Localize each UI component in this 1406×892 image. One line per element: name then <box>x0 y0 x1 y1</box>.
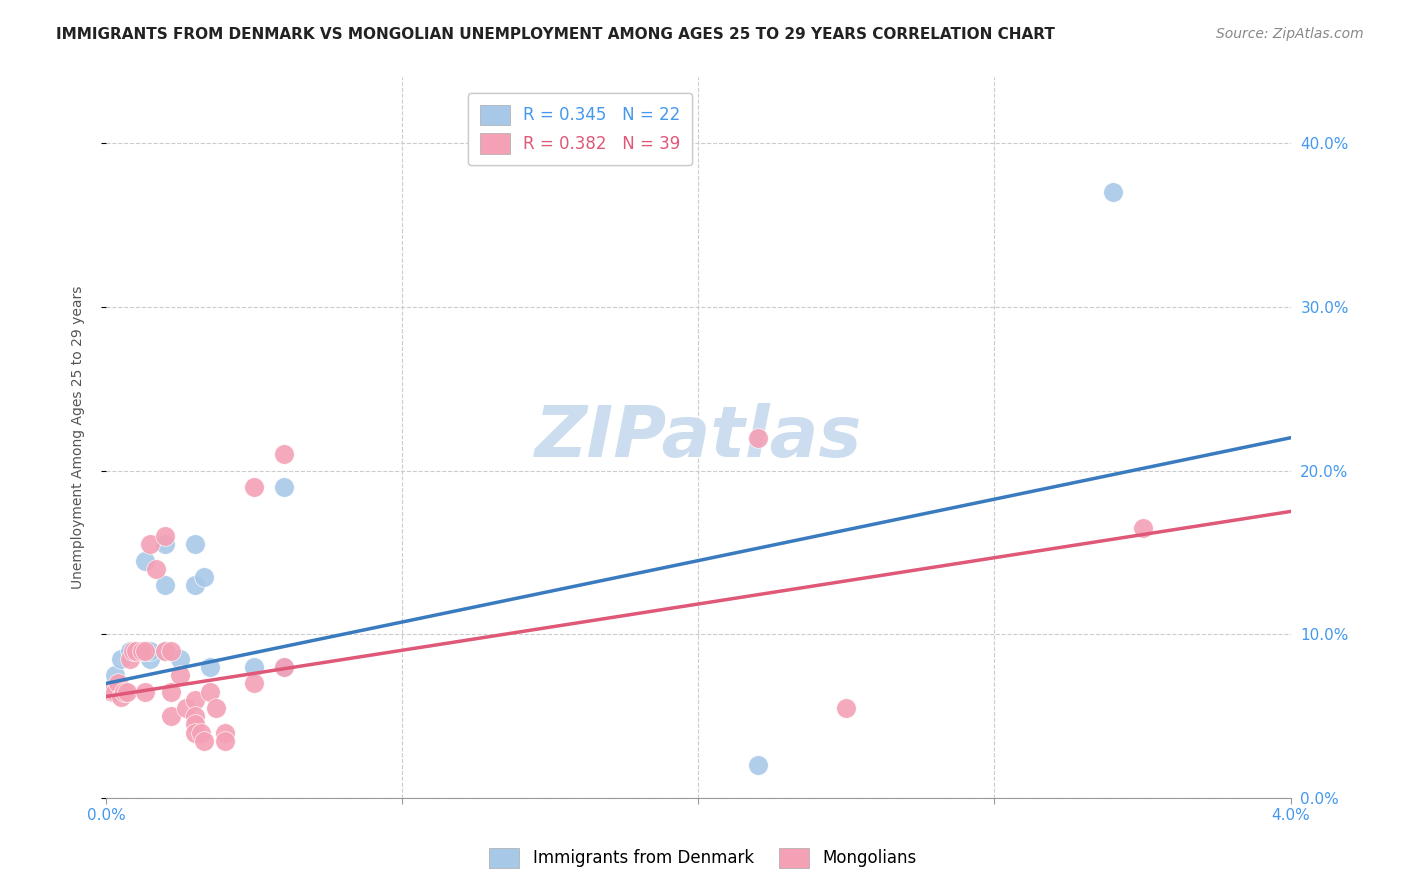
Point <box>110 690 132 704</box>
Point <box>193 733 215 747</box>
Point <box>204 701 226 715</box>
Point <box>139 652 162 666</box>
Point <box>134 643 156 657</box>
Point <box>160 709 183 723</box>
Legend: R = 0.345   N = 22, R = 0.382   N = 39: R = 0.345 N = 22, R = 0.382 N = 39 <box>468 93 692 165</box>
Point <box>104 668 127 682</box>
Point <box>125 643 148 657</box>
Point <box>118 643 141 657</box>
Point <box>193 570 215 584</box>
Point <box>112 684 135 698</box>
Point <box>139 643 162 657</box>
Point <box>747 758 769 772</box>
Point <box>155 643 177 657</box>
Point <box>160 643 183 657</box>
Point <box>155 537 177 551</box>
Point <box>155 643 177 657</box>
Point <box>174 701 197 715</box>
Point <box>169 652 191 666</box>
Point <box>184 693 207 707</box>
Point <box>198 660 221 674</box>
Point <box>273 660 295 674</box>
Point <box>273 480 295 494</box>
Point <box>184 709 207 723</box>
Point <box>1102 185 1125 199</box>
Point <box>131 643 153 657</box>
Point <box>121 643 143 657</box>
Point <box>273 447 295 461</box>
Point <box>160 684 183 698</box>
Point <box>134 684 156 698</box>
Point <box>184 537 207 551</box>
Point <box>125 643 148 657</box>
Point <box>155 578 177 592</box>
Point <box>243 676 266 690</box>
Point <box>747 431 769 445</box>
Point <box>184 578 207 592</box>
Text: IMMIGRANTS FROM DENMARK VS MONGOLIAN UNEMPLOYMENT AMONG AGES 25 TO 29 YEARS CORR: IMMIGRANTS FROM DENMARK VS MONGOLIAN UNE… <box>56 27 1054 42</box>
Point <box>190 725 212 739</box>
Point <box>145 562 167 576</box>
Text: Source: ZipAtlas.com: Source: ZipAtlas.com <box>1216 27 1364 41</box>
Point <box>169 668 191 682</box>
Point <box>107 676 129 690</box>
Legend: Immigrants from Denmark, Mongolians: Immigrants from Denmark, Mongolians <box>482 841 924 875</box>
Point <box>243 480 266 494</box>
Y-axis label: Unemployment Among Ages 25 to 29 years: Unemployment Among Ages 25 to 29 years <box>72 286 86 590</box>
Point <box>198 684 221 698</box>
Point <box>110 652 132 666</box>
Point <box>139 537 162 551</box>
Point <box>214 733 236 747</box>
Text: ZIPatlas: ZIPatlas <box>534 403 862 472</box>
Point <box>131 643 153 657</box>
Point <box>214 725 236 739</box>
Point <box>118 652 141 666</box>
Point <box>155 529 177 543</box>
Point <box>184 717 207 731</box>
Point <box>125 643 148 657</box>
Point <box>243 660 266 674</box>
Point <box>835 701 858 715</box>
Point <box>184 725 207 739</box>
Point <box>115 684 138 698</box>
Point <box>1132 521 1154 535</box>
Point <box>134 553 156 567</box>
Point <box>273 660 295 674</box>
Point <box>101 684 124 698</box>
Point <box>104 684 127 698</box>
